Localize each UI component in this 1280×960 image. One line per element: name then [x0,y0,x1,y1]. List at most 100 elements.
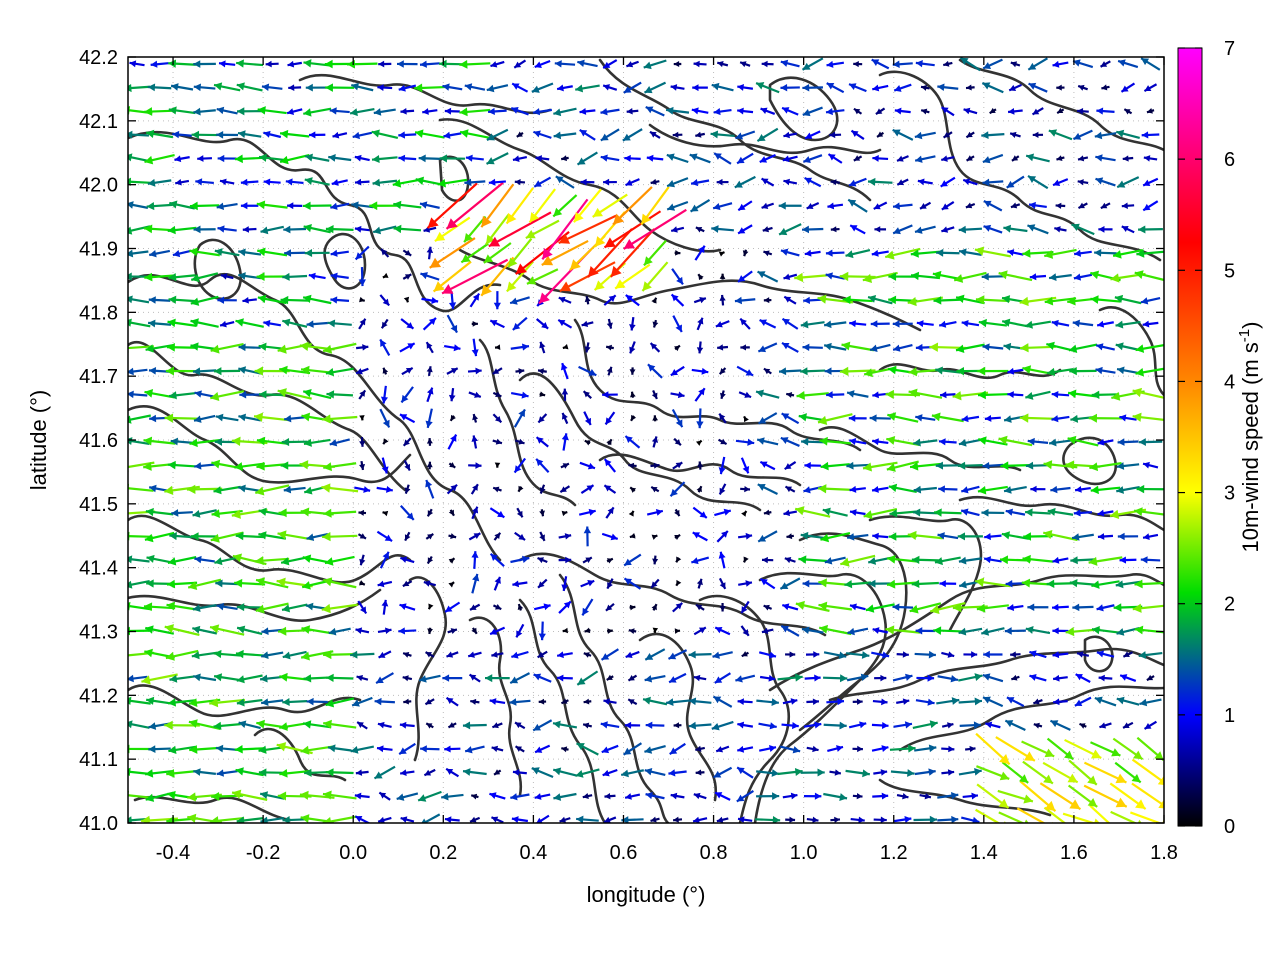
wind-arrow-head [940,391,947,399]
wind-arrow-head [552,720,561,729]
wind-arrow-head [303,108,312,117]
wind-arrow [1055,202,1066,209]
wind-arrow [849,224,866,235]
wind-arrow-head [602,769,610,777]
wind-arrow [605,506,615,519]
wind-arrow-head [667,203,676,211]
wind-arrow [958,673,983,682]
wind-arrow [755,389,780,399]
wind-arrow-head [674,509,680,517]
wind-arrow [780,248,800,257]
wind-arrow-head [427,628,433,634]
wind-arrow [931,412,964,423]
wind-arrow-head [982,82,991,90]
wind-arrow-head [359,463,366,470]
wind-arrow [629,316,636,331]
wind-arrow [670,792,685,800]
wind-arrow [890,769,915,777]
wind-arrow-head [282,604,291,613]
wind-arrow [277,530,312,541]
wind-arrow-head [984,556,992,564]
wind-arrow-head [643,696,651,705]
contour-line [518,552,827,637]
wind-arrow [190,272,219,283]
wind-arrow [584,627,591,634]
wind-arrow-head [1140,297,1149,305]
wind-arrow [144,153,175,165]
wind-arrow-head [651,581,658,588]
wind-arrow-head [881,745,889,752]
wind-arrow [1076,651,1090,658]
wind-arrow-head [468,651,475,658]
wind-arrow-head [561,584,569,591]
wind-arrow-head [235,649,244,659]
wind-arrow [1025,390,1051,400]
wind-arrow [304,249,330,258]
wind-arrow-head [802,83,810,92]
wind-arrow [984,533,1002,541]
wind-arrow [756,437,779,446]
wind-arrow-head [699,297,706,304]
wind-arrow [377,627,392,635]
wind-arrow [694,245,706,261]
wind-arrow-shaft [488,211,552,248]
wind-arrow [1131,782,1164,809]
colorbar-title-main: 10m-wind speed (m s [1238,342,1263,552]
wind-arrow-head [1124,109,1131,115]
wind-arrow-head [893,344,901,352]
wind-arrow-head [937,532,945,540]
wind-arrow-head [1119,556,1127,564]
wind-arrow [321,603,358,614]
wind-arrow-head [645,653,654,660]
wind-arrow-head [771,769,780,777]
wind-arrow [826,698,845,706]
wind-arrow [1142,320,1159,328]
wind-arrow-head [325,768,334,777]
wind-arrow-head [820,461,829,471]
wind-arrow-head [1143,461,1150,469]
wind-arrow-head [600,721,608,729]
wind-arrow-head [786,392,793,398]
wind-arrow [1142,533,1159,541]
wind-arrow-head [1028,82,1037,90]
wind-arrow [958,556,982,565]
wind-arrow [144,272,175,282]
wind-arrow-head [238,413,247,422]
wind-arrow-head [538,633,546,641]
wind-arrow-head [235,531,244,541]
wind-arrow [604,793,616,800]
wind-arrow-head [830,226,837,233]
wind-arrow-head [603,61,611,69]
wind-arrow-head [400,769,407,777]
wind-arrow [761,60,774,68]
wind-arrow [459,60,491,69]
wind-arrow [871,486,889,493]
contour-line [1083,635,1114,673]
wind-arrow-head [561,412,568,420]
wind-arrow-head [862,769,870,778]
contour-line [128,684,362,718]
wind-arrow [215,579,239,588]
wind-arrow [693,792,707,800]
wind-arrow-head [872,154,879,162]
wind-arrow [719,294,726,306]
wind-arrow [624,793,641,800]
wind-arrow-head [169,391,177,400]
wind-arrow [402,437,412,447]
wind-arrow [304,177,330,186]
wind-arrow-head [254,412,264,422]
wind-arrow [1049,719,1071,731]
wind-arrow [652,627,659,633]
wind-arrow-head [214,82,223,91]
wind-arrow [444,601,461,613]
wind-arrow-head [393,224,402,234]
wind-arrow-head [1029,273,1037,281]
wind-arrow-head [828,154,836,161]
wind-arrow [128,390,148,399]
wind-arrow [605,344,614,351]
wind-arrow-head [800,320,809,329]
contour-line [458,248,922,332]
wind-arrow-head [982,178,990,187]
wind-arrow [886,579,919,589]
wind-arrow [279,365,311,375]
